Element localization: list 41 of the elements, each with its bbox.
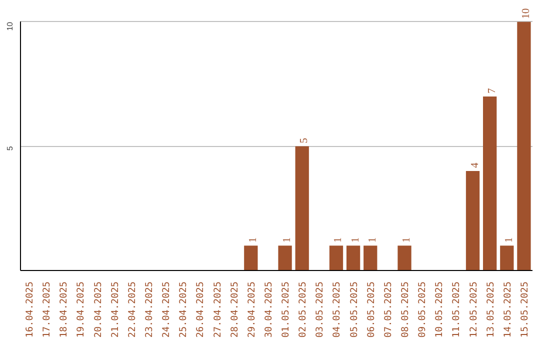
x-tick-label: 13.05.2025: [485, 281, 496, 338]
x-tick-label: 17.04.2025: [42, 281, 53, 338]
x-tick-label: 07.05.2025: [382, 281, 394, 338]
x-tick-label: 15.05.2025: [519, 281, 530, 338]
x-tick-label: 16.04.2025: [24, 281, 36, 338]
x-tick-label: 25.04.2025: [178, 281, 190, 338]
x-tick-label: 08.05.2025: [400, 281, 411, 338]
x-tick-label: 19.04.2025: [76, 281, 87, 338]
x-tick-label: 22.04.2025: [126, 281, 138, 338]
x-tick-label: 23.04.2025: [144, 281, 155, 338]
data-label: 10: [520, 8, 532, 19]
data-label: 4: [470, 162, 481, 168]
x-tick-label: 14.05.2025: [502, 281, 514, 338]
data-label: 1: [367, 237, 378, 243]
data-label: 5: [299, 138, 310, 144]
x-tick-label: 29.04.2025: [246, 281, 258, 338]
data-label: 1: [350, 237, 362, 243]
x-tick-label: 20.04.2025: [92, 281, 104, 338]
x-tick-label: 12.05.2025: [468, 281, 480, 338]
x-tick-label: 01.05.2025: [280, 281, 292, 338]
x-tick-label: 21.04.2025: [110, 281, 121, 338]
x-tick-label: 03.05.2025: [314, 281, 326, 338]
x-tick-label: 02.05.2025: [298, 281, 309, 338]
x-tick-label: 04.05.2025: [332, 281, 343, 338]
x-tick-label: 27.04.2025: [212, 281, 224, 338]
data-label: 1: [402, 237, 412, 243]
data-label: 1: [333, 237, 344, 243]
x-tick-label: 24.04.2025: [161, 281, 172, 338]
x-tick-label: 05.05.2025: [348, 281, 360, 338]
x-tick-label: 09.05.2025: [417, 281, 428, 338]
x-tick-label: 28.04.2025: [229, 281, 240, 338]
x-tick-label: 10.05.2025: [434, 281, 446, 338]
data-label: 1: [504, 237, 515, 243]
x-tick-label: 18.04.2025: [58, 281, 70, 338]
x-tick-label: 30.04.2025: [263, 281, 274, 338]
x-tick-label: 06.05.2025: [366, 281, 377, 338]
data-label: 1: [248, 237, 259, 243]
data-label: 1: [282, 237, 294, 243]
x-tick-label: 26.04.2025: [195, 281, 206, 338]
data-label: 7: [486, 87, 498, 94]
x-tick-label: 11.05.2025: [451, 281, 462, 338]
